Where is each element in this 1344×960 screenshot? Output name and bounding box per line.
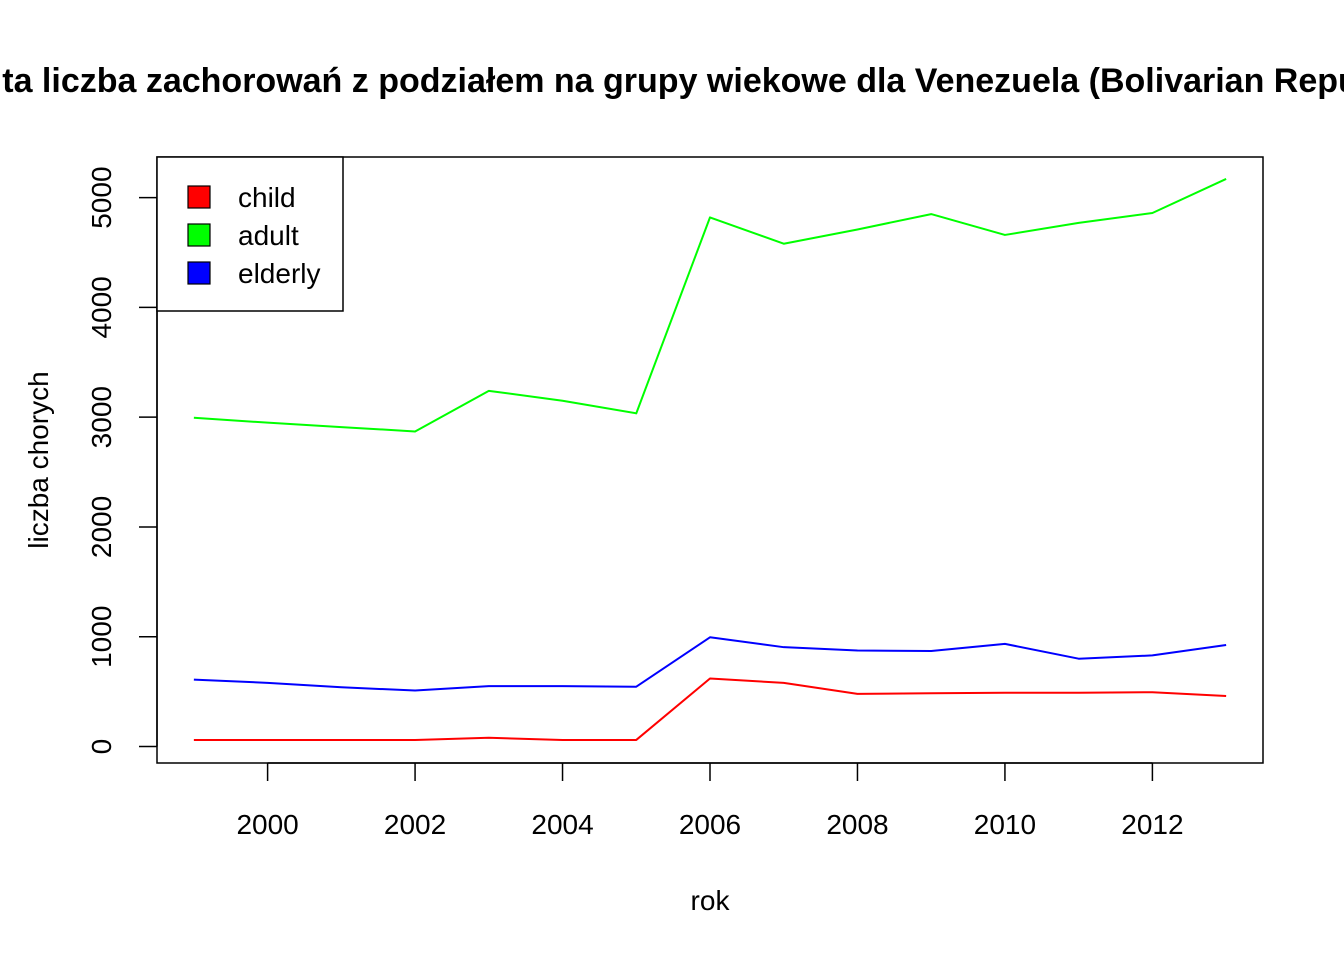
legend-swatch-elderly bbox=[187, 261, 211, 285]
series-line-child bbox=[193, 677, 1227, 741]
y-tick-label: 0 bbox=[86, 739, 117, 755]
series-lines bbox=[193, 178, 1227, 741]
y-tick-label: 2000 bbox=[86, 496, 117, 558]
chart-title: Całkowita liczba zachorowań z podziałem … bbox=[0, 62, 1344, 100]
x-tick-label: 2006 bbox=[679, 809, 741, 840]
y-axis: 0 1000 2000 3000 4000 5000 bbox=[86, 166, 158, 755]
x-axis-label: rok bbox=[691, 885, 731, 916]
x-tick-label: 2002 bbox=[384, 809, 446, 840]
series-line-elderly bbox=[193, 636, 1227, 692]
series-line-adult bbox=[193, 178, 1227, 433]
y-tick-label: 5000 bbox=[86, 166, 117, 228]
x-axis: 2000 2002 2004 2006 2008 2010 2012 bbox=[236, 762, 1184, 840]
legend-swatch-child bbox=[187, 185, 211, 209]
x-tick-label: 2010 bbox=[974, 809, 1036, 840]
y-tick-label: 3000 bbox=[86, 386, 117, 448]
x-tick-label: 2004 bbox=[531, 809, 593, 840]
x-tick-label: 2000 bbox=[236, 809, 298, 840]
y-tick-label: 4000 bbox=[86, 276, 117, 338]
x-tick-label: 2008 bbox=[826, 809, 888, 840]
legend-label-elderly: elderly bbox=[238, 258, 320, 289]
x-tick-label: 2012 bbox=[1121, 809, 1183, 840]
y-tick-label: 1000 bbox=[86, 606, 117, 668]
legend-label-adult: adult bbox=[238, 220, 299, 251]
legend-label-child: child bbox=[238, 182, 296, 213]
legend-swatch-adult bbox=[187, 223, 211, 247]
legend: child adult elderly bbox=[156, 156, 344, 312]
y-axis-label: liczba chorych bbox=[23, 371, 54, 548]
